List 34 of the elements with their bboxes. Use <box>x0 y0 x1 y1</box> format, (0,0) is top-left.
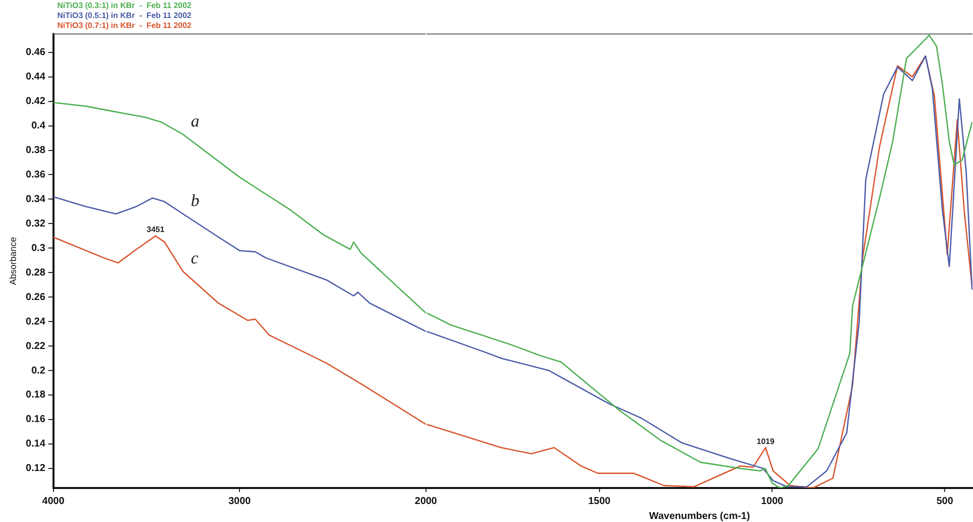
x-tick-label: 2000 <box>414 496 438 507</box>
y-tick-label: 0.22 <box>26 340 46 352</box>
y-tick-label: 0.4 <box>31 120 46 132</box>
y-tick-label: 0.28 <box>26 267 46 278</box>
y-tick-label: 0.38 <box>26 145 46 156</box>
annotation: b <box>190 190 200 210</box>
y-tick-label: 0.46 <box>26 47 46 58</box>
text: NiTiO3 (0.3:1) in KBr - Feb 11 2002 <box>57 1 192 10</box>
y-tick-label: 0.14 <box>26 438 46 450</box>
text: NiTiO3 (0.7:1) in KBr - Feb 11 2002 <box>57 21 192 30</box>
text: NiTiO3 (0.5:1) in KBr - Feb 11 2002 <box>57 11 192 20</box>
x-tick-label: 1000 <box>760 496 784 507</box>
y-tick-label: 0.24 <box>26 316 46 328</box>
x-axis-title: Wavenumbers (cm-1) <box>649 510 750 522</box>
y-tick-label: 0.44 <box>26 72 46 83</box>
y-tick-label: 0.42 <box>26 96 46 108</box>
annotation: c <box>190 248 199 268</box>
x-tick-label: 1500 <box>588 496 611 507</box>
y-tick-label: 0.2 <box>31 365 46 376</box>
x-tick-label: 4000 <box>42 496 65 507</box>
y-tick-label: 0.16 <box>26 414 46 426</box>
annotation: 1019 <box>756 436 775 446</box>
y-tick-label: 0.34 <box>26 194 46 205</box>
y-tick-label: 0.18 <box>26 390 46 401</box>
y-tick-label: 0.32 <box>26 218 46 230</box>
y-tick-label: 0.3 <box>31 242 46 254</box>
y-tick-label: 0.26 <box>26 292 46 303</box>
y-axis-title: Absorbance <box>8 236 18 286</box>
y-tick-label: 0.12 <box>26 463 46 474</box>
annotation: a <box>190 111 200 130</box>
y-tick-label: 0.36 <box>26 169 46 180</box>
x-tick-label: 500 <box>936 496 954 507</box>
x-tick-label: 3000 <box>228 496 252 507</box>
annotation: 3451 <box>146 225 165 234</box>
